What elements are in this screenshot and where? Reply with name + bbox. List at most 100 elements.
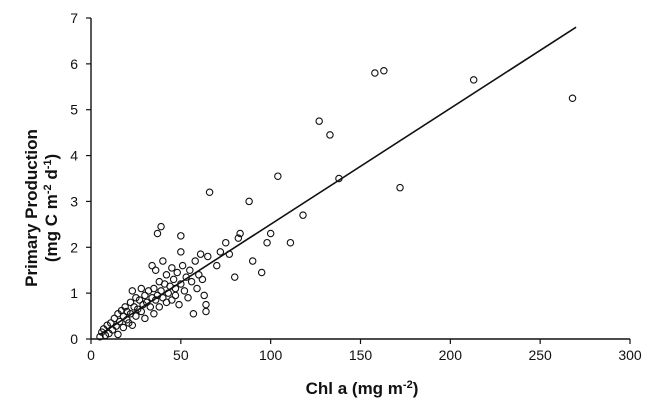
data-point xyxy=(159,257,167,265)
y-tick-label: 6 xyxy=(70,56,78,72)
data-point xyxy=(204,252,212,261)
data-point xyxy=(568,94,577,103)
data-point xyxy=(196,250,205,258)
data-point xyxy=(180,287,189,295)
data-point xyxy=(195,271,203,279)
data-point xyxy=(112,322,120,330)
data-point xyxy=(189,310,198,318)
data-point xyxy=(274,172,282,180)
data-point xyxy=(142,298,151,307)
data-point xyxy=(128,287,137,295)
data-point xyxy=(257,268,266,277)
data-point xyxy=(315,117,323,125)
data-point xyxy=(168,296,176,304)
data-point xyxy=(213,261,221,270)
data-point xyxy=(202,307,210,316)
data-point xyxy=(178,261,187,270)
data-point xyxy=(236,229,244,238)
data-point xyxy=(150,310,158,318)
data-point xyxy=(171,284,180,293)
data-point xyxy=(469,76,478,84)
x-axis-title: Chl a (mg m-2) xyxy=(306,379,419,398)
y-tick-label: 0 xyxy=(70,331,78,347)
data-point xyxy=(151,266,160,274)
data-point xyxy=(132,312,140,320)
data-point xyxy=(396,183,404,192)
data-point xyxy=(225,250,234,258)
y-tick-label: 4 xyxy=(70,148,78,164)
x-tick-label: 200 xyxy=(439,347,463,363)
data-point xyxy=(157,222,165,231)
data-points xyxy=(96,66,577,341)
x-tick-label: 0 xyxy=(87,347,95,363)
y-axis-title-line1: Primary Production xyxy=(22,129,41,287)
y-tick-label: 3 xyxy=(70,193,78,209)
data-point xyxy=(101,331,110,340)
data-point xyxy=(148,261,156,270)
x-tick-label: 250 xyxy=(528,347,552,363)
data-point xyxy=(335,174,343,183)
x-ticks: 0 50 100 150 200 250 300 xyxy=(87,339,642,363)
data-point xyxy=(121,303,129,311)
data-point xyxy=(234,234,243,242)
data-point xyxy=(153,229,162,238)
data-point xyxy=(126,298,135,307)
data-point xyxy=(150,284,158,293)
x-tick-label: 100 xyxy=(259,347,283,363)
regression-line xyxy=(99,26,577,336)
data-point xyxy=(205,188,214,197)
x-tick-label: 300 xyxy=(618,347,642,363)
data-point xyxy=(137,284,146,293)
data-point xyxy=(96,332,104,341)
y-ticks: 0 1 2 3 4 5 6 7 xyxy=(70,10,91,347)
data-point xyxy=(184,293,192,302)
data-point xyxy=(128,321,137,329)
data-point xyxy=(216,248,225,256)
data-point xyxy=(193,284,201,293)
data-point xyxy=(198,275,207,284)
data-point xyxy=(137,307,146,316)
data-point xyxy=(202,300,210,309)
data-point xyxy=(286,238,295,247)
data-point xyxy=(151,296,160,304)
data-point xyxy=(168,264,176,272)
data-point xyxy=(164,289,173,297)
data-point xyxy=(191,257,199,265)
x-tick-label: 50 xyxy=(173,347,189,363)
y-axis-title: Primary Production (mg C m-2 d-1) xyxy=(22,129,61,287)
data-point xyxy=(222,238,230,247)
data-point xyxy=(186,266,194,274)
data-point xyxy=(177,280,185,288)
data-point xyxy=(159,293,167,302)
y-tick-label: 5 xyxy=(70,102,78,118)
data-point xyxy=(114,330,122,339)
data-point xyxy=(326,131,334,139)
data-point xyxy=(146,303,155,311)
data-point xyxy=(263,238,271,247)
data-point xyxy=(200,291,208,300)
y-tick-label: 1 xyxy=(70,285,78,301)
data-point xyxy=(299,211,307,219)
data-point xyxy=(173,268,181,277)
data-point xyxy=(380,66,388,75)
data-point xyxy=(182,273,190,281)
data-point xyxy=(115,317,124,326)
data-point xyxy=(371,69,379,77)
data-point xyxy=(171,291,180,300)
data-point xyxy=(135,296,144,304)
data-point xyxy=(177,232,185,240)
data-point xyxy=(248,257,257,265)
data-point xyxy=(230,273,239,281)
data-point xyxy=(177,248,185,256)
y-tick-label: 2 xyxy=(70,239,78,255)
x-tick-label: 150 xyxy=(349,347,373,363)
data-point xyxy=(169,275,178,284)
data-point xyxy=(119,323,128,332)
y-tick-label: 7 xyxy=(70,10,78,26)
data-point xyxy=(108,326,117,334)
y-axis-title-line2: (mg C m-2 d-1) xyxy=(42,154,61,262)
data-point xyxy=(141,291,149,300)
data-point xyxy=(141,314,149,323)
data-point xyxy=(187,277,196,286)
